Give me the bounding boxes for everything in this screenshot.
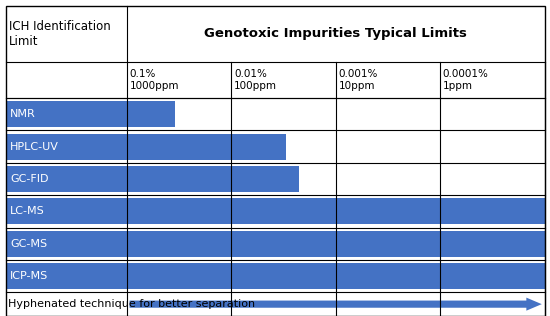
Text: ICP-MS: ICP-MS xyxy=(10,271,48,281)
Text: GC-FID: GC-FID xyxy=(10,174,48,184)
Text: HPLC-UV: HPLC-UV xyxy=(10,142,59,152)
Text: LC-MS: LC-MS xyxy=(10,206,45,216)
Text: 0.1%
1000ppm: 0.1% 1000ppm xyxy=(130,69,179,91)
Text: ICH Identification
Limit: ICH Identification Limit xyxy=(9,20,111,48)
Bar xyxy=(6,101,175,127)
Text: NMR: NMR xyxy=(10,109,36,119)
Text: 0.01%
100ppm: 0.01% 100ppm xyxy=(234,69,277,91)
Text: Hyphenated technique for better separation: Hyphenated technique for better separati… xyxy=(8,299,255,309)
Text: GC-MS: GC-MS xyxy=(10,239,47,249)
Bar xyxy=(6,134,286,160)
Bar xyxy=(6,166,299,192)
Text: 0.0001%
1ppm: 0.0001% 1ppm xyxy=(443,69,489,91)
Bar xyxy=(6,231,544,257)
Text: 0.001%
10ppm: 0.001% 10ppm xyxy=(338,69,378,91)
Text: Genotoxic Impurities Typical Limits: Genotoxic Impurities Typical Limits xyxy=(204,27,467,40)
FancyArrow shape xyxy=(130,298,542,311)
Bar xyxy=(6,263,544,289)
Bar xyxy=(6,198,544,224)
